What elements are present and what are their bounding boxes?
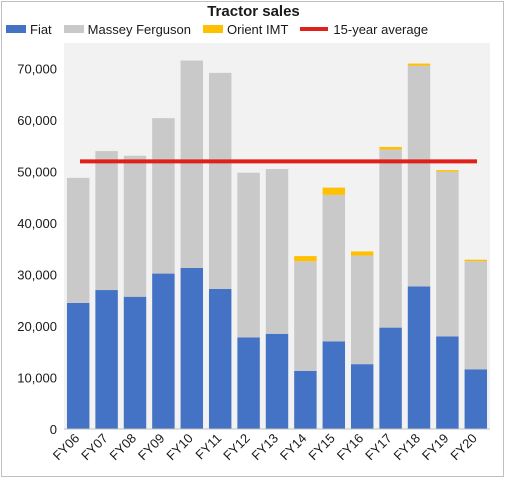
legend-label-fiat: Fiat bbox=[30, 21, 52, 37]
bar-orient-imt bbox=[464, 259, 488, 262]
bar-fiat bbox=[95, 290, 118, 429]
bar-fiat bbox=[407, 286, 431, 429]
legend-entry-orient-imt: Orient IMT bbox=[203, 22, 288, 37]
y-tick-label: 70,000 bbox=[17, 62, 57, 77]
bar-massey-ferguson bbox=[152, 118, 175, 274]
x-tick-label: FY10 bbox=[163, 431, 196, 464]
legend-line-15-year-average bbox=[300, 27, 329, 31]
bar-fiat bbox=[464, 369, 488, 429]
bar-fiat bbox=[152, 273, 175, 429]
legend-entry-15-year-average: 15-year average bbox=[300, 22, 428, 37]
x-tick-label: FY09 bbox=[135, 431, 168, 464]
legend-label-15-year-average: 15-year average bbox=[333, 21, 429, 37]
legend-swatch-massey-ferguson bbox=[63, 25, 84, 33]
bar-orient-imt bbox=[407, 63, 431, 66]
bar-massey-ferguson bbox=[208, 72, 232, 290]
bar-fiat bbox=[436, 336, 459, 429]
bar-orient-imt bbox=[350, 251, 374, 256]
x-tick-label: FY14 bbox=[277, 431, 310, 464]
x-tick-label: FY17 bbox=[362, 431, 395, 464]
bar-massey-ferguson bbox=[180, 60, 204, 268]
x-tick-label: FY11 bbox=[192, 431, 224, 463]
y-tick-label: 30,000 bbox=[17, 268, 57, 283]
x-tick-label: FY07 bbox=[78, 431, 111, 464]
bar-fiat bbox=[294, 370, 317, 429]
y-tick-label: 10,000 bbox=[17, 371, 57, 386]
bar-massey-ferguson bbox=[95, 151, 118, 291]
bar-orient-imt bbox=[379, 146, 402, 150]
y-tick-label: 20,000 bbox=[17, 319, 57, 334]
bar-massey-ferguson bbox=[237, 172, 260, 338]
bar-fiat bbox=[379, 327, 402, 429]
x-tick-label: FY15 bbox=[305, 431, 338, 464]
bar-massey-ferguson bbox=[265, 169, 289, 334]
bar-fiat bbox=[180, 267, 204, 429]
bar-massey-ferguson bbox=[436, 171, 459, 337]
legend-label-massey-ferguson: Massey Ferguson bbox=[87, 21, 191, 37]
bar-massey-ferguson bbox=[379, 149, 402, 328]
bar-fiat bbox=[322, 341, 346, 429]
bar-fiat bbox=[123, 296, 147, 429]
bar-orient-imt bbox=[436, 170, 459, 172]
bar-fiat bbox=[66, 302, 90, 429]
legend-entry-massey-ferguson: Massey Ferguson bbox=[63, 21, 191, 37]
legend-entry-fiat: Fiat bbox=[6, 22, 52, 37]
x-tick-label: FY19 bbox=[419, 431, 452, 464]
bar-orient-imt bbox=[322, 187, 346, 195]
x-tick-label: FY18 bbox=[391, 431, 424, 464]
bar-massey-ferguson bbox=[322, 194, 346, 342]
legend-swatch-orient-imt bbox=[203, 25, 223, 33]
chart-title: Tractor sales bbox=[207, 3, 300, 20]
x-tick-label: FY20 bbox=[447, 431, 480, 464]
legend-swatch-fiat bbox=[6, 25, 26, 33]
bar-fiat bbox=[208, 289, 232, 429]
bar-massey-ferguson bbox=[123, 155, 147, 297]
bar-massey-ferguson bbox=[350, 255, 374, 365]
y-tick-label: 40,000 bbox=[17, 216, 57, 231]
x-tick-label: FY08 bbox=[107, 431, 140, 464]
bar-orient-imt bbox=[294, 256, 317, 262]
y-tick-label: 60,000 bbox=[17, 113, 57, 128]
y-tick-label: 0 bbox=[50, 422, 57, 437]
legend: Fiat Massey Ferguson Orient IMT 15-year … bbox=[6, 21, 440, 37]
bar-massey-ferguson bbox=[464, 261, 488, 370]
bar-massey-ferguson bbox=[66, 177, 90, 303]
bar-massey-ferguson bbox=[294, 261, 317, 371]
bar-fiat bbox=[350, 364, 374, 429]
bar-massey-ferguson bbox=[407, 65, 431, 287]
legend-label-orient-imt: Orient IMT bbox=[227, 21, 289, 37]
bar-fiat bbox=[265, 333, 289, 429]
bar-fiat bbox=[237, 337, 260, 429]
y-tick-label: 50,000 bbox=[17, 165, 57, 180]
x-tick-label: FY16 bbox=[334, 431, 367, 464]
x-tick-label: FY13 bbox=[249, 431, 282, 464]
x-tick-label: FY12 bbox=[220, 431, 253, 464]
